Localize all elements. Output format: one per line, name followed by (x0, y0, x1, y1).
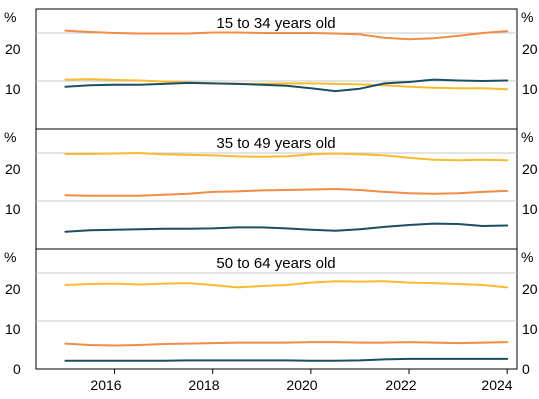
y-tick-right-0: 0 (522, 361, 530, 377)
panel-title: 15 to 34 years old (216, 15, 335, 32)
y-tick-left-20: 20 (5, 281, 21, 297)
x-tick-label: 2020 (286, 377, 317, 393)
y-unit-right: % (521, 9, 533, 25)
series-line (64, 152, 509, 162)
series-line (64, 280, 509, 289)
series-line (64, 78, 509, 91)
y-unit-right: % (521, 129, 533, 145)
series-line (64, 29, 509, 41)
y-tick-left-10: 10 (5, 201, 21, 217)
y-tick-left-10: 10 (5, 321, 21, 337)
y-tick-right-10: 10 (522, 201, 538, 217)
x-axis: 2016 2018 2020 2022 2024 (90, 377, 512, 393)
panel-50-64: 50 to 64 years old % % 20 20 10 10 0 0 (4, 248, 538, 377)
series-line (64, 341, 509, 347)
y-unit-left: % (4, 129, 16, 145)
y-tick-right-20: 20 (522, 41, 538, 57)
y-tick-left-10: 10 (5, 81, 21, 97)
x-tick-label: 2024 (481, 377, 512, 393)
panel-frame (35, 248, 518, 370)
x-tick-label: 2018 (188, 377, 219, 393)
y-tick-right-10: 10 (522, 81, 538, 97)
y-tick-left-0: 0 (13, 361, 21, 377)
y-unit-right: % (521, 249, 533, 265)
panel-15-34: 15 to 34 years old % % 20 20 10 10 (4, 8, 538, 130)
series-layer (64, 29, 509, 362)
series-line (64, 222, 509, 233)
panel-35-49: 35 to 49 years old % % 20 20 10 10 (4, 128, 538, 250)
y-unit-left: % (4, 249, 16, 265)
x-tick-label: 2016 (90, 377, 121, 393)
series-line (64, 188, 509, 197)
series-line (64, 78, 509, 93)
y-tick-left-20: 20 (5, 161, 21, 177)
y-tick-right-20: 20 (522, 161, 538, 177)
grid-layer (36, 32, 517, 322)
x-tick-label: 2022 (385, 377, 416, 393)
y-unit-left: % (4, 9, 16, 25)
y-tick-right-10: 10 (522, 321, 538, 337)
y-tick-right-20: 20 (522, 281, 538, 297)
panel-title: 35 to 49 years old (216, 135, 335, 152)
panel-title: 50 to 64 years old (216, 255, 335, 272)
tick-mark-layer (114, 369, 508, 374)
series-line (64, 357, 509, 362)
y-tick-left-20: 20 (5, 41, 21, 57)
